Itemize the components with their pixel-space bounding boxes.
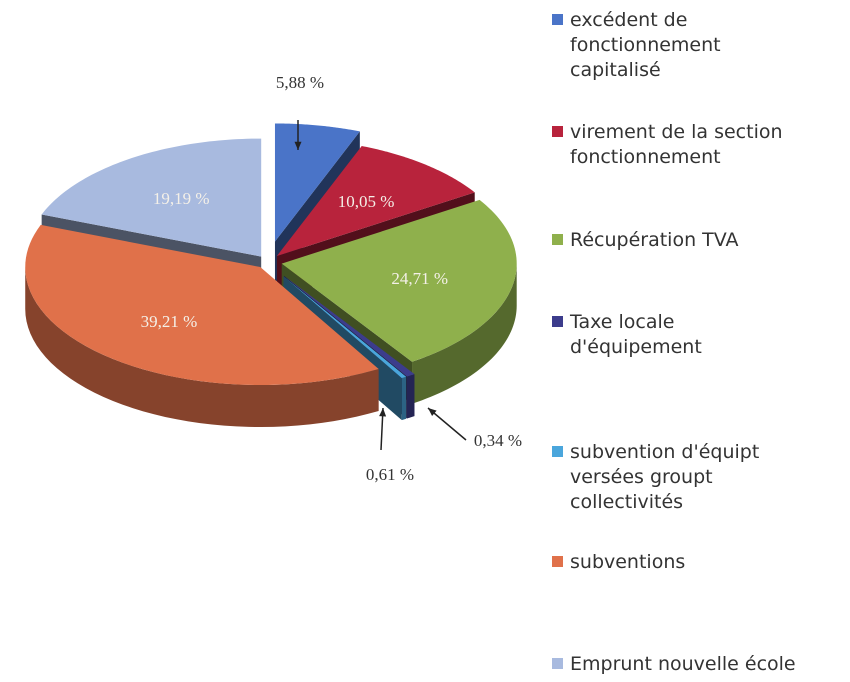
- data-label: 10,05 %: [338, 192, 395, 211]
- legend-swatch: [552, 446, 563, 457]
- arrow-head: [379, 408, 387, 417]
- data-label: 24,71 %: [391, 269, 448, 288]
- legend-label: excédent de fonctionnement capitalisé: [570, 9, 721, 81]
- legend-label: Récupération TVA: [570, 229, 739, 251]
- legend-swatch: [552, 658, 563, 669]
- legend-label: virement de la section fonctionnement: [570, 121, 783, 168]
- slice: [281, 199, 517, 362]
- data-label: 0,61 %: [366, 465, 414, 484]
- slice-side: [412, 263, 517, 404]
- legend-swatch: [552, 556, 563, 567]
- arrow-head: [428, 408, 437, 417]
- slice-side: [401, 376, 407, 421]
- slice: [276, 146, 475, 257]
- legend-swatch: [552, 126, 563, 137]
- legend-item: excédent de fonctionnement capitalisé: [552, 8, 840, 83]
- slice-side: [25, 267, 379, 428]
- legend-label: Emprunt nouvelle école: [570, 653, 796, 675]
- data-label: 39,21 %: [141, 312, 198, 331]
- legend-label: subventions: [570, 551, 686, 573]
- slice-side: [406, 374, 415, 419]
- legend-item: subventions: [552, 550, 840, 575]
- legend-swatch: [552, 234, 563, 245]
- legend-item: Emprunt nouvelle école: [552, 652, 840, 677]
- legend-label: Taxe locale d'équipement: [570, 311, 702, 358]
- slice: [274, 123, 360, 242]
- data-label: 19,19 %: [153, 189, 210, 208]
- legend-item: virement de la section fonctionnement: [552, 120, 840, 170]
- legend-label: subvention d'équipt versées groupt colle…: [570, 441, 760, 513]
- arrow-head: [294, 141, 302, 150]
- legend-item: Taxe locale d'équipement: [552, 310, 840, 360]
- legend-item: Récupération TVA: [552, 228, 840, 253]
- slice: [25, 224, 379, 386]
- legend-swatch: [552, 316, 563, 327]
- slice: [283, 276, 407, 379]
- data-label: 0,34 %: [474, 431, 522, 450]
- data-label: 5,88 %: [276, 73, 324, 92]
- slice: [284, 275, 415, 377]
- legend-item: subvention d'équipt versées groupt colle…: [552, 440, 840, 515]
- legend-swatch: [552, 14, 563, 25]
- slice: [41, 138, 262, 257]
